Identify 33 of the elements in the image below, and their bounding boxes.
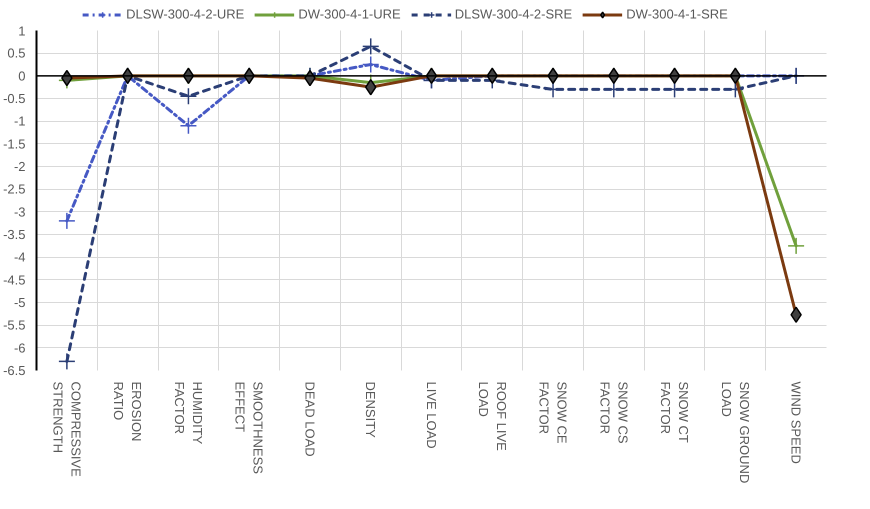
legend-label: DW-300-4-1-URE (298, 6, 401, 22)
y-tick-label: -6 (14, 340, 26, 356)
x-tick-label: SNOW CT FACTOR (658, 382, 692, 443)
y-tick-label: 0 (18, 68, 26, 84)
x-tick-label: EROSION RATIO (111, 382, 144, 442)
y-tick-label: -1 (14, 114, 26, 129)
y-tick-label: -0.5 (3, 91, 26, 106)
y-tick-label: 1 (18, 24, 26, 38)
x-tick-label: WIND SPEED (788, 382, 804, 464)
y-tick-label: -3.5 (3, 227, 26, 242)
x-tick-label: DEAD LOAD (302, 382, 318, 457)
legend-label: DW-300-4-1-SRE (626, 6, 728, 22)
x-tick-label: COMPRESSIVE STRENGTH (50, 382, 84, 478)
x-tick-label: DENSITY (363, 382, 378, 438)
y-tick-label: -3 (14, 204, 26, 220)
y-tick-label: -4 (14, 250, 26, 265)
x-tick-label: ROOF LIVE LOAD (476, 382, 509, 452)
y-tick-label: -6.5 (3, 363, 26, 378)
x-tick-label: SMOOTHNESS EFFECT (232, 382, 266, 474)
x-tick-label: HUMIDITY FACTOR (172, 382, 205, 445)
x-tick-label: SNOW CS FACTOR (597, 382, 630, 444)
y-tick-label: -1.5 (3, 136, 26, 152)
y-tick-label: 0.5 (7, 46, 26, 61)
y-tick-label: -5.5 (3, 318, 26, 333)
x-tick-label: SNOW CE FACTOR (536, 382, 570, 444)
legend-label: DLSW-300-4-2-URE (126, 6, 244, 22)
x-tick-label: LIVE LOAD (424, 382, 439, 449)
x-tick-label: SNOW GROUND LOAD (718, 382, 752, 484)
y-tick-label: -2 (14, 159, 26, 174)
legend-label: DLSW-300-4-2-SRE (454, 6, 572, 22)
y-tick-label: -2.5 (3, 182, 26, 197)
y-tick-label: -5 (14, 295, 26, 310)
y-tick-label: -4.5 (3, 272, 26, 288)
